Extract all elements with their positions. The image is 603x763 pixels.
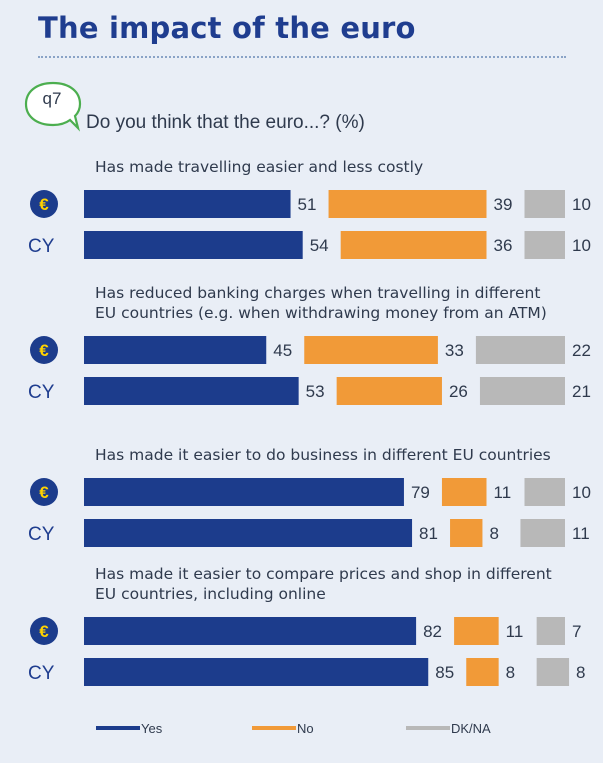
bar-yes — [84, 336, 267, 364]
legend-label: Yes — [141, 721, 163, 736]
data-label: 81 — [419, 524, 438, 543]
bar-no — [328, 190, 487, 218]
data-label: 85 — [435, 663, 454, 682]
bar-no — [450, 519, 483, 547]
row-label: CY — [28, 524, 55, 545]
data-label: 8 — [576, 663, 585, 682]
bar-yes — [84, 478, 404, 506]
data-label: 8 — [506, 663, 515, 682]
question-text: Do you think that the euro...? (%) — [86, 112, 365, 133]
euro-icon — [30, 336, 58, 364]
euro-symbol-label: € — [39, 195, 49, 214]
data-label: 10 — [572, 483, 591, 502]
bar-yes — [84, 658, 429, 686]
euro-symbol-label: € — [39, 483, 49, 502]
data-label: 26 — [449, 382, 468, 401]
title-divider — [38, 56, 566, 58]
row-label: CY — [28, 382, 55, 403]
data-label: 10 — [572, 236, 591, 255]
data-label: 36 — [494, 236, 513, 255]
bar-no — [304, 336, 438, 364]
euro-icon — [30, 478, 58, 506]
bar-no — [336, 377, 442, 405]
bar-dkna — [536, 617, 565, 645]
bar-dkna — [524, 190, 565, 218]
euro-icon — [30, 617, 58, 645]
group-label: Has made it easier to compare prices and… — [95, 565, 552, 583]
data-label: 39 — [494, 195, 513, 214]
legend-label: No — [297, 721, 314, 736]
question-number: q7 — [42, 89, 62, 108]
legend-label: DK/NA — [451, 721, 491, 736]
bar-yes — [84, 190, 291, 218]
data-label: 54 — [310, 236, 329, 255]
data-label: 82 — [423, 622, 442, 641]
bar-no — [441, 478, 487, 506]
group-label: EU countries (e.g. when withdrawing mone… — [95, 304, 547, 322]
data-label: 11 — [506, 622, 524, 641]
data-label: 51 — [298, 195, 317, 214]
bar-no — [340, 231, 487, 259]
bar-yes — [84, 617, 417, 645]
bar-dkna — [536, 658, 570, 686]
bar-dkna — [520, 519, 565, 547]
group-label: Has reduced banking charges when travell… — [95, 284, 540, 302]
group-label: EU countries, including online — [95, 585, 326, 603]
data-label: 45 — [273, 341, 292, 360]
data-label: 7 — [572, 622, 581, 641]
group-label: Has made travelling easier and less cost… — [95, 158, 423, 176]
bar-dkna — [524, 231, 565, 259]
page-title: The impact of the euro — [38, 11, 416, 45]
euro-symbol-label: € — [39, 341, 49, 360]
bar-dkna — [479, 377, 565, 405]
data-label: 10 — [572, 195, 591, 214]
row-label: CY — [28, 663, 55, 684]
bar-no — [454, 617, 499, 645]
row-label: CY — [28, 236, 55, 257]
data-label: 22 — [572, 341, 591, 360]
bar-no — [466, 658, 499, 686]
data-label: 21 — [572, 382, 591, 401]
bar-dkna — [524, 478, 565, 506]
euro-icon — [30, 190, 58, 218]
data-label: 53 — [306, 382, 325, 401]
group-label: Has made it easier to do business in dif… — [95, 446, 551, 464]
question-badge: q7 — [20, 80, 86, 134]
euro-symbol-label: € — [39, 622, 49, 641]
bar-yes — [84, 231, 303, 259]
bar-yes — [84, 519, 413, 547]
speech-bubble-icon — [24, 81, 82, 132]
data-label: 11 — [572, 524, 590, 543]
data-label: 11 — [494, 483, 512, 502]
data-label: 8 — [489, 524, 498, 543]
data-label: 33 — [445, 341, 464, 360]
data-label: 79 — [411, 483, 430, 502]
bar-dkna — [475, 336, 565, 364]
bar-yes — [84, 377, 299, 405]
